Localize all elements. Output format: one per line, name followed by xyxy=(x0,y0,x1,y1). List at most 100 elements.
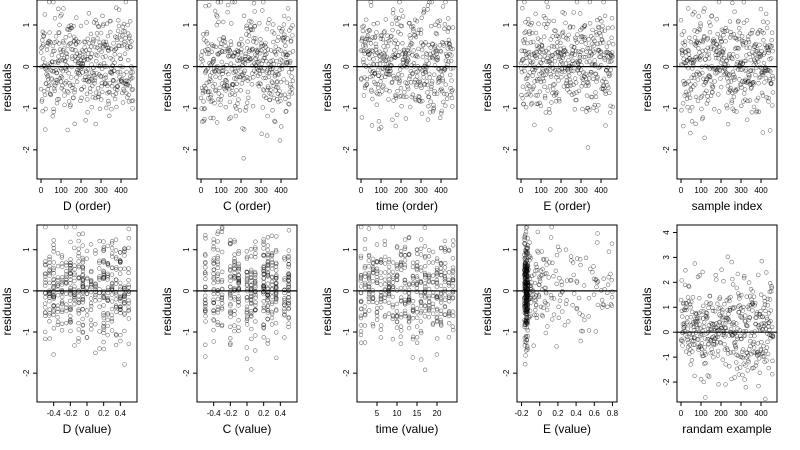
residual-point xyxy=(109,299,115,304)
residual-point xyxy=(261,253,266,258)
residual-point xyxy=(126,92,131,98)
residual-point xyxy=(422,244,428,249)
residual-point xyxy=(408,104,413,110)
residual-point xyxy=(447,293,452,298)
residual-point xyxy=(430,249,436,255)
residual-point xyxy=(84,308,90,313)
residual-point xyxy=(126,316,132,321)
residual-point xyxy=(203,260,208,265)
x-tick-label: 200 xyxy=(234,186,248,195)
residual-point xyxy=(117,74,122,80)
residual-point xyxy=(438,266,444,271)
residual-point xyxy=(736,18,741,23)
residual-point xyxy=(576,295,582,301)
residual-point xyxy=(522,280,528,286)
residual-point xyxy=(407,33,412,38)
residual-point xyxy=(287,60,293,66)
residual-point xyxy=(362,274,368,279)
residual-point xyxy=(723,382,728,387)
residual-point xyxy=(422,225,427,230)
residual-point xyxy=(522,0,527,5)
residual-point xyxy=(723,362,728,367)
residual-point xyxy=(768,81,774,87)
y-tick-label: -2 xyxy=(342,146,351,154)
residual-point xyxy=(63,58,68,63)
residual-point xyxy=(64,54,70,60)
residual-point xyxy=(713,45,718,50)
residual-point xyxy=(245,39,250,44)
residual-point xyxy=(97,297,102,303)
residual-point xyxy=(757,370,762,375)
residual-point xyxy=(105,298,111,303)
residual-point xyxy=(217,85,222,91)
residual-point xyxy=(590,76,596,82)
residual-point xyxy=(713,272,718,278)
residual-point xyxy=(534,315,539,321)
residual-point xyxy=(573,48,579,54)
residual-point xyxy=(68,313,73,319)
residual-point xyxy=(207,73,213,78)
residual-point xyxy=(367,56,372,61)
residual-point xyxy=(282,276,287,281)
residual-point xyxy=(769,43,774,49)
residual-point xyxy=(586,314,591,319)
x-tick-label: 0.2 xyxy=(552,409,564,418)
residual-point xyxy=(438,283,444,288)
residual-point xyxy=(418,290,424,296)
residual-point xyxy=(546,275,551,280)
residual-point xyxy=(91,38,96,44)
residual-point xyxy=(716,56,721,61)
residual-point xyxy=(402,246,408,252)
residual-point xyxy=(125,95,130,100)
residual-point xyxy=(442,249,448,254)
residual-point xyxy=(410,309,416,314)
residual-point xyxy=(272,118,277,124)
residual-point xyxy=(248,275,254,281)
residual-point xyxy=(101,275,107,280)
residual-point xyxy=(575,32,580,37)
residual-point xyxy=(122,287,127,292)
residual-point xyxy=(426,306,432,311)
residual-point xyxy=(368,41,374,46)
y-tick-label: -1 xyxy=(502,328,511,336)
residual-point xyxy=(378,327,384,332)
residual-point xyxy=(759,351,765,356)
residual-point xyxy=(536,293,542,298)
residual-point xyxy=(704,88,709,94)
residual-point xyxy=(447,321,452,326)
residual-point xyxy=(687,95,693,101)
residual-point xyxy=(290,33,295,38)
residual-point xyxy=(242,127,247,132)
residual-point xyxy=(105,263,111,268)
residual-point xyxy=(56,41,62,46)
residual-point xyxy=(584,93,590,98)
y-axis-label: residuals xyxy=(320,287,334,335)
residual-point xyxy=(51,280,56,286)
residual-point xyxy=(252,9,257,14)
residual-point xyxy=(731,306,736,311)
residual-point xyxy=(436,23,442,29)
residual-point xyxy=(248,300,254,305)
residual-point xyxy=(568,24,573,29)
residual-point xyxy=(442,238,448,244)
residual-point xyxy=(608,67,613,73)
residual-point xyxy=(198,95,204,101)
residual-point xyxy=(118,338,123,344)
residual-point xyxy=(97,258,102,264)
residual-point xyxy=(595,240,600,245)
residual-point xyxy=(80,307,85,312)
residual-point xyxy=(608,271,613,277)
residual-point xyxy=(750,308,755,313)
residual-point xyxy=(47,280,52,285)
residual-point xyxy=(43,274,48,279)
residual-point xyxy=(713,55,719,61)
residual-point xyxy=(582,35,588,40)
residual-point xyxy=(733,346,739,351)
residual-point xyxy=(274,84,279,90)
residual-point xyxy=(734,366,740,371)
residual-point xyxy=(770,76,776,81)
residual-point xyxy=(85,36,91,41)
residual-point xyxy=(390,117,395,123)
plot-frame xyxy=(356,224,458,403)
residual-point xyxy=(443,0,448,5)
